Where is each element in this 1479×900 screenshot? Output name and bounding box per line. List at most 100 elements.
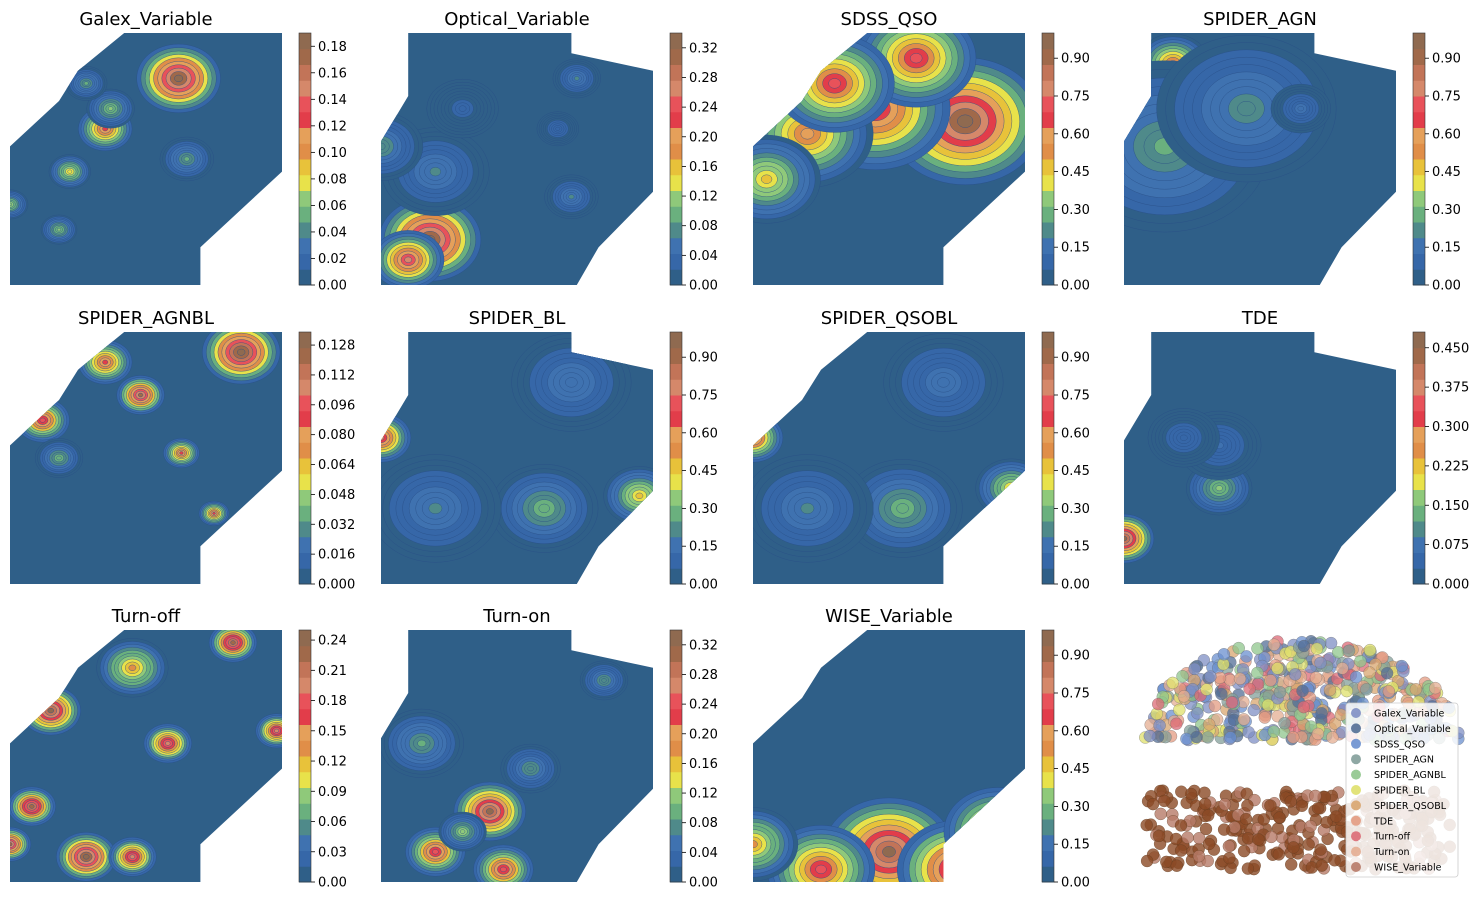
colorbar-segment (1413, 190, 1425, 207)
scatter-legend (1345, 702, 1459, 878)
scatter-point (1273, 811, 1286, 824)
legend-label: TDE (1373, 816, 1393, 827)
scatter-point (1152, 697, 1165, 711)
colorbar-segment (299, 787, 311, 804)
contour-level (753, 836, 763, 852)
colorbar-tick-label: 0.30 (1061, 800, 1090, 815)
legend-label: WISE_Variable (1374, 863, 1442, 874)
scatter-point (1176, 670, 1189, 683)
colorbar-segment (299, 834, 311, 851)
colorbar-tick-label: 0.45 (689, 464, 718, 479)
colorbar-tick-label: 0.112 (318, 368, 355, 383)
colorbar-tick-label: 0.75 (689, 389, 718, 404)
scatter-point (1252, 833, 1265, 846)
colorbar-segment (299, 724, 311, 741)
scatter-point (1314, 656, 1327, 670)
scatter-point (1295, 799, 1309, 812)
legend-label: SPIDER_AGNBL (1374, 770, 1447, 781)
legend-marker (1351, 723, 1361, 734)
panel-title: Galex_Variable (79, 9, 212, 30)
scatter-point (1233, 672, 1247, 685)
scatter-point (1314, 843, 1327, 856)
scatter-point (1152, 829, 1166, 843)
scatter-point (1158, 794, 1171, 808)
colorbar-segment (670, 222, 682, 239)
colorbar-segment (1042, 803, 1054, 820)
scatter-point (1180, 732, 1193, 746)
colorbar-frame (298, 32, 312, 286)
legend-marker (1351, 815, 1361, 826)
colorbar-tick-label: 0.60 (689, 426, 718, 441)
colorbar-tick-label: 0.300 (1432, 420, 1469, 435)
colorbar-tick-label: 0.04 (689, 846, 718, 861)
scatter-point (1334, 708, 1348, 721)
scatter-point (1217, 648, 1231, 661)
colorbar-segment (670, 111, 682, 128)
colorbar-segment (1042, 269, 1054, 286)
contour-level (954, 796, 1025, 868)
scatter-point (1382, 685, 1395, 698)
colorbar-segment (1413, 159, 1425, 176)
colorbar-tick-label: 0.75 (1061, 90, 1090, 105)
colorbar-tick-label: 0.18 (318, 40, 347, 55)
contour-level (800, 128, 815, 140)
contour-level (896, 503, 909, 514)
colorbar-tick-label: 0.28 (689, 71, 718, 86)
colorbar-segment (670, 127, 682, 144)
scatter-point (1241, 862, 1255, 875)
scatter-point (1140, 818, 1153, 832)
colorbar-segment (1042, 410, 1054, 427)
colorbar-segment (299, 64, 311, 81)
colorbar-segment (299, 661, 311, 678)
colorbar-segment (1413, 473, 1425, 490)
scatter-point (1297, 639, 1311, 653)
colorbar-segment (299, 536, 311, 553)
colorbar-segment (1042, 630, 1054, 647)
scatter-point (1278, 717, 1291, 730)
panel-title: SPIDER_BL (469, 308, 566, 329)
colorbar-frame (1041, 629, 1055, 883)
colorbar-segment (1413, 363, 1425, 380)
colorbar-segment (299, 473, 311, 490)
colorbar-segment (670, 410, 682, 427)
scatter-point (1271, 662, 1284, 675)
scatter-point (1311, 727, 1325, 741)
panel-title: TDE (1241, 308, 1278, 329)
colorbar-tick-label: 0.064 (318, 458, 355, 473)
scatter-point (1311, 802, 1325, 815)
colorbar-segment (299, 489, 311, 506)
colorbar-segment (670, 379, 682, 396)
scatter-point (1336, 662, 1349, 675)
scatter-point (1160, 855, 1173, 869)
contour-level (29, 804, 35, 809)
colorbar-segment (1042, 64, 1054, 81)
panel-title: SPIDER_AGNBL (78, 308, 214, 329)
colorbar-tick-label: 0.15 (318, 724, 347, 739)
contour-level (937, 377, 950, 388)
scatter-point (1174, 819, 1188, 832)
scatter-point (1247, 703, 1260, 717)
colorbar-tick-label: 0.128 (318, 339, 355, 354)
scatter-point (1360, 683, 1373, 696)
colorbar-segment (670, 505, 682, 522)
colorbar-segment (1042, 127, 1054, 144)
scatter-point (1380, 667, 1394, 680)
scatter-point (1202, 837, 1216, 851)
colorbar-tick-label: 0.32 (689, 638, 718, 653)
contour-level (959, 800, 1025, 863)
contour-level (47, 707, 54, 714)
colorbar-segment (670, 536, 682, 553)
scatter-point (1241, 799, 1254, 812)
colorbar-segment (670, 458, 682, 475)
colorbar-segment (299, 80, 311, 97)
colorbar-segment (1413, 143, 1425, 160)
colorbar-segment (1413, 206, 1425, 223)
scatter-point (1166, 676, 1179, 690)
colorbar-segment (299, 347, 311, 364)
contour-level (10, 842, 13, 847)
colorbar-segment (670, 269, 682, 286)
colorbar-tick-label: 0.28 (689, 668, 718, 683)
scatter-point (1297, 700, 1310, 714)
colorbar-frame (1412, 32, 1426, 286)
